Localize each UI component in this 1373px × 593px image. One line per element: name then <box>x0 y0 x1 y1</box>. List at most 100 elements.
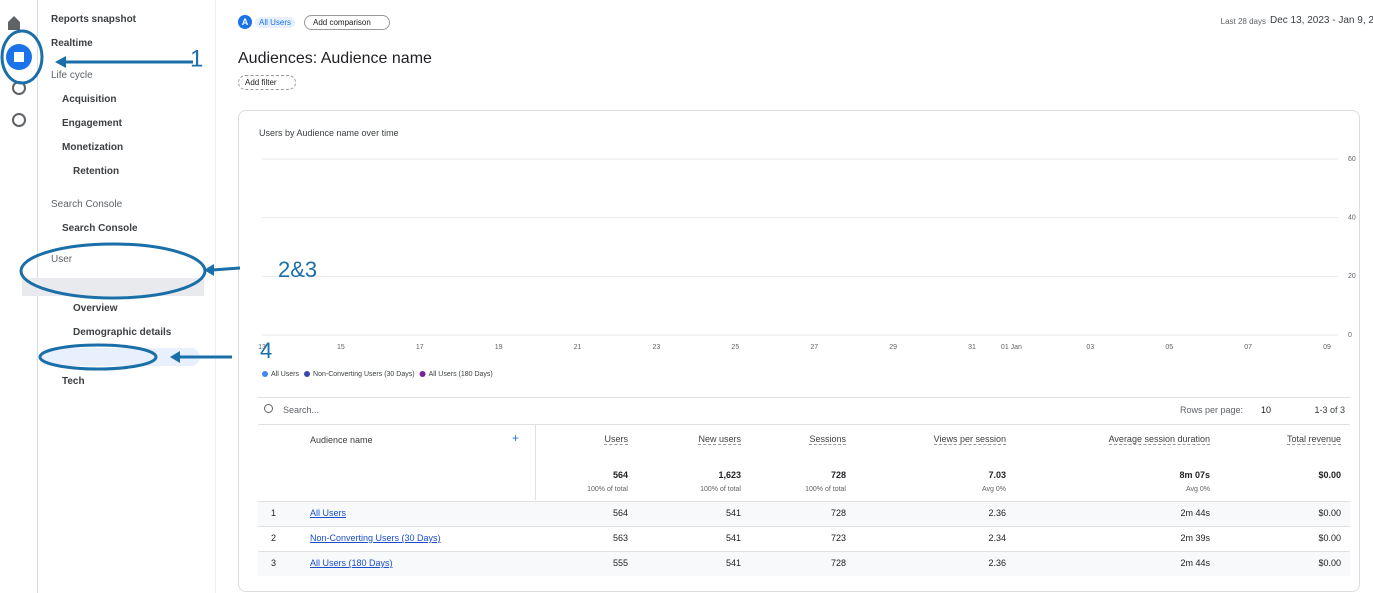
y-tick-label: 20 <box>1348 273 1356 280</box>
annotation: 2&3 <box>278 257 317 282</box>
active-item-bg <box>40 348 200 366</box>
row-index: 3 <box>271 558 277 568</box>
add-filter[interactable]: Add filter <box>238 75 296 90</box>
cell: 728 <box>830 558 846 568</box>
x-tick-label: 05 <box>1165 344 1173 351</box>
annotation-arrow <box>211 266 241 272</box>
arrow-head <box>204 264 214 276</box>
cell: 555 <box>612 558 628 568</box>
cell: 723 <box>830 533 846 543</box>
x-tick-label: 31 <box>968 344 976 351</box>
column-header: Views per session <box>933 434 1006 445</box>
x-tick-label: 17 <box>416 344 424 351</box>
x-tick-label: 25 <box>731 344 739 351</box>
cell: 2m 44s <box>1180 508 1210 518</box>
total-value: 728 <box>830 470 846 480</box>
row-bg <box>258 526 1350 551</box>
audience-link[interactable]: Non-Converting Users (30 Days) <box>310 533 441 543</box>
y-tick-label: 0 <box>1348 332 1352 339</box>
table-border <box>258 424 1350 425</box>
sidebar-item[interactable]: Life cycle <box>51 70 93 81</box>
sidebar-item[interactable]: Demographic details <box>73 327 172 338</box>
legend-dot <box>419 371 426 377</box>
table-border <box>258 397 1350 398</box>
x-tick-label: 27 <box>810 344 818 351</box>
legend-dot <box>262 371 268 377</box>
sidebar-item[interactable]: Tech <box>62 376 85 387</box>
sidebar-item[interactable]: Reports snapshot <box>51 14 137 25</box>
cell: 2m 39s <box>1180 533 1210 543</box>
chip-letter: A <box>238 15 252 29</box>
sidebar-item[interactable]: Realtime <box>51 38 93 49</box>
sidebar-item[interactable]: Retention <box>73 166 120 177</box>
cell: 541 <box>725 533 741 543</box>
annotation-circle <box>38 343 158 371</box>
column-header: Total revenue <box>1286 434 1341 445</box>
row-index: 1 <box>271 508 277 518</box>
x-tick-label: 19 <box>495 344 503 351</box>
sidebar-item[interactable]: Engagement <box>62 118 123 129</box>
column-header: Users <box>604 434 628 445</box>
total-sub: Avg 0% <box>982 486 1006 493</box>
x-tick-label: 15 <box>337 344 345 351</box>
sidebar-item[interactable]: Monetization <box>62 142 124 153</box>
rows-per-page-label: Rows per page: <box>1180 405 1244 415</box>
cell: 2.36 <box>988 558 1006 568</box>
column-header: Average session duration <box>1108 434 1210 445</box>
x-tick-label: 29 <box>889 344 897 351</box>
search-box[interactable]: Search... <box>283 405 320 415</box>
add-comparison[interactable]: Add comparison <box>304 15 390 30</box>
sidebar-item[interactable]: Search Console <box>62 223 138 234</box>
arrow-head <box>170 351 180 363</box>
sidebar-item[interactable]: Search Console <box>51 199 123 210</box>
date-range: Dec 13, 2023 - Jan 9, 2024 <box>1270 15 1373 26</box>
rail-border <box>37 0 38 593</box>
cell: 541 <box>725 558 741 568</box>
column-header: Sessions <box>809 434 846 445</box>
total-sub: 100% of total <box>700 486 741 493</box>
x-tick-label: 21 <box>574 344 582 351</box>
cell: 2.36 <box>988 508 1006 518</box>
row-index: 2 <box>271 533 277 543</box>
search-icon <box>264 404 273 413</box>
x-tick-label: 03 <box>1086 344 1094 351</box>
x-tick-label: 01 Jan <box>1001 344 1022 351</box>
x-tick-label: 23 <box>653 344 661 351</box>
cell: 728 <box>830 508 846 518</box>
cell: 563 <box>612 533 628 543</box>
annotation-circle <box>19 242 207 300</box>
pagination: 1-3 of 3 <box>1314 405 1345 415</box>
x-tick-label: 13 <box>258 344 266 351</box>
annotation: 1 <box>190 45 203 72</box>
x-tick-label: 09 <box>1323 344 1331 351</box>
date-label: Last 28 days <box>1220 17 1266 26</box>
page-title: Audiences: Audience name <box>238 50 432 67</box>
sidebar-item[interactable]: Overview <box>73 303 118 314</box>
annotation-circle <box>0 29 44 85</box>
total-value: 8m 07s <box>1179 470 1210 480</box>
column-header: Audience name <box>310 435 373 445</box>
cell: $0.00 <box>1318 508 1341 518</box>
card <box>238 110 1360 592</box>
active-group-bg <box>22 278 204 296</box>
cell: 564 <box>612 508 628 518</box>
cell: 2m 44s <box>1180 558 1210 568</box>
total-sub: 100% of total <box>805 486 846 493</box>
reports-icon-inner <box>14 52 24 62</box>
rows-per-page[interactable]: 10 <box>1261 405 1272 415</box>
comparison-chip: All Users <box>255 17 296 28</box>
cell: $0.00 <box>1318 558 1341 568</box>
sidebar-item[interactable]: User <box>51 254 73 265</box>
home-icon <box>8 16 20 30</box>
cell: 541 <box>725 508 741 518</box>
legend-label: All Users <box>271 371 300 378</box>
audience-link[interactable]: All Users (180 Days) <box>310 558 393 568</box>
sidebar-item[interactable]: Acquisition <box>62 94 117 105</box>
total-value: 1,623 <box>718 470 741 480</box>
annotation: 4 <box>260 338 272 363</box>
audience-link[interactable]: All Users <box>310 508 347 518</box>
row-bg <box>258 501 1350 526</box>
total-value: 7.03 <box>988 470 1006 480</box>
